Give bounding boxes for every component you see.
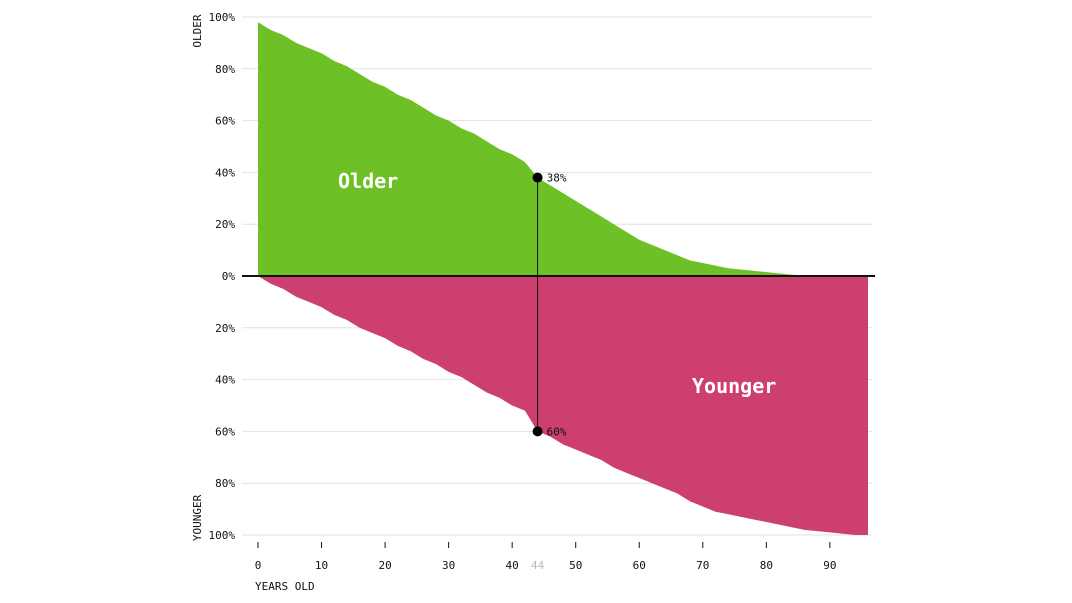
x-axis-ticks: 0 10 20 30 40 50 60 70 80 90 — [255, 542, 837, 572]
y-axis-label-older: OLDER — [191, 14, 204, 47]
y-axis-ticks: 100% 80% 60% 40% 20% 0% 20% 40% 60% 80% 100% — [209, 11, 236, 542]
x-tick-label: 80 — [760, 559, 773, 572]
x-tick-label: 70 — [696, 559, 709, 572]
y-tick-label: 100% — [209, 11, 236, 24]
younger-area-label: Younger — [692, 374, 776, 398]
y-tick-label: 0% — [222, 270, 236, 283]
older-area-label: Older — [338, 169, 398, 193]
y-tick-label: 80% — [215, 477, 235, 490]
x-tick-label: 30 — [442, 559, 455, 572]
y-tick-label: 20% — [215, 322, 235, 335]
y-tick-label: 80% — [215, 63, 235, 76]
marker-dot-younger[interactable] — [532, 426, 543, 437]
older-area — [258, 22, 868, 277]
y-tick-label: 40% — [215, 166, 235, 179]
marker-label-younger: 60% — [547, 425, 567, 438]
younger-area — [258, 276, 868, 535]
marker-dot-older[interactable] — [532, 172, 543, 183]
x-axis-label: YEARS OLD — [255, 580, 315, 593]
x-tick-label: 50 — [569, 559, 582, 572]
y-tick-label: 40% — [215, 374, 235, 387]
x-tick-label: 40 — [506, 559, 519, 572]
y-tick-label: 20% — [215, 218, 235, 231]
y-tick-label: 100% — [209, 529, 236, 542]
age-marker[interactable]: 38% 60% 44 — [531, 172, 567, 572]
y-axis-label-younger: YOUNGER — [191, 494, 204, 541]
x-tick-label: 90 — [823, 559, 836, 572]
y-tick-label: 60% — [215, 425, 235, 438]
x-tick-label: 60 — [633, 559, 646, 572]
x-tick-label: 0 — [255, 559, 262, 572]
y-tick-label: 60% — [215, 115, 235, 128]
x-tick-label: 10 — [315, 559, 328, 572]
x-tick-label: 20 — [378, 559, 391, 572]
area-layer — [258, 22, 868, 535]
marker-label-older: 38% — [547, 172, 567, 185]
marker-x-label: 44 — [531, 559, 545, 572]
